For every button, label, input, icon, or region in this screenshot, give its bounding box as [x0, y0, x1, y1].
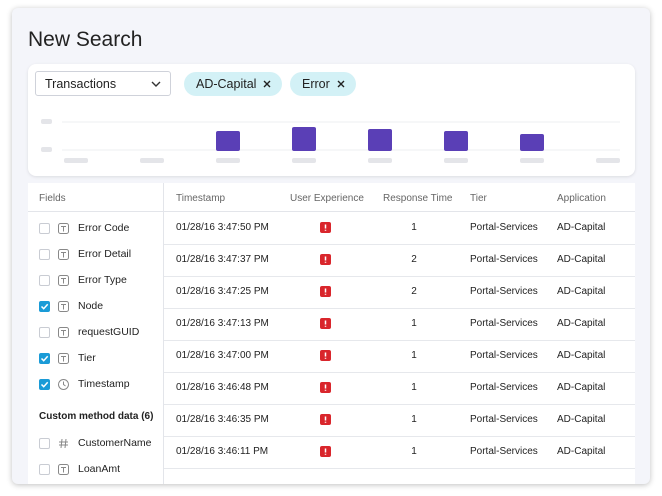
dropdown[interactable]: Transactions [35, 71, 171, 96]
table-cell: Portal-Services [470, 222, 538, 233]
table-cell: Portal-Services [470, 286, 538, 297]
table-cell: 01/28/16 3:46:35 PM [176, 414, 269, 425]
table-cell: 1 [409, 382, 419, 393]
field-label: Tier [78, 352, 96, 364]
column-header: Response Time [383, 193, 452, 204]
field-type-icon [58, 327, 69, 338]
field-label: Node [78, 300, 103, 312]
divider [164, 211, 635, 212]
table-cell: 2 [409, 286, 419, 297]
table-cell: 01/28/16 3:47:13 PM [176, 318, 269, 329]
table-cell: 1 [409, 446, 419, 457]
table-cell: Portal-Services [470, 318, 538, 329]
table-cell: Portal-Services [470, 254, 538, 265]
table-cell: Portal-Services [470, 350, 538, 361]
table-cell: 01/28/16 3:47:50 PM [176, 222, 269, 233]
table-cell: AD-Capital [557, 222, 605, 233]
page-title: New Search [28, 28, 142, 52]
remove-icon[interactable] [263, 80, 271, 88]
row-divider [164, 436, 635, 437]
field-label: CustomerName [78, 437, 152, 449]
error-icon [320, 254, 331, 265]
error-icon [320, 382, 331, 393]
error-icon [320, 286, 331, 297]
table-cell: 1 [409, 318, 419, 329]
row-divider [164, 276, 635, 277]
table-cell: AD-Capital [557, 382, 605, 393]
error-icon [320, 446, 331, 457]
checkbox[interactable] [39, 301, 50, 312]
filter-chip[interactable]: AD-Capital [184, 72, 282, 96]
divider [28, 211, 163, 212]
section-title: Custom method data (6) [39, 411, 153, 422]
column-header: Application [557, 193, 606, 204]
row-divider [164, 244, 635, 245]
chip-label: Error [302, 77, 330, 91]
table-cell: AD-Capital [557, 446, 605, 457]
table-cell: 2 [409, 254, 419, 265]
table-cell: AD-Capital [557, 414, 605, 425]
row-divider [164, 468, 635, 469]
table-cell: AD-Capital [557, 318, 605, 329]
filter-chip[interactable]: Error [290, 72, 356, 96]
checkbox[interactable] [39, 353, 50, 364]
column-header: Timestamp [176, 193, 225, 204]
checkbox[interactable] [39, 438, 50, 449]
field-label: requestGUID [78, 326, 139, 338]
field-type-icon [58, 438, 69, 449]
table-cell: 1 [409, 350, 419, 361]
error-icon [320, 414, 331, 425]
dropdown-label: Transactions [45, 77, 116, 91]
field-type-icon [58, 379, 69, 390]
table-cell: Portal-Services [470, 446, 538, 457]
field-type-icon [58, 249, 69, 260]
row-divider [164, 340, 635, 341]
table-cell: 01/28/16 3:47:37 PM [176, 254, 269, 265]
histogram-skeleton [28, 109, 635, 169]
table-cell: 1 [409, 222, 419, 233]
row-divider [164, 372, 635, 373]
field-type-icon [58, 464, 69, 475]
fields-title: Fields [39, 193, 66, 204]
field-label: Error Code [78, 222, 129, 234]
error-icon [320, 350, 331, 361]
checkbox[interactable] [39, 249, 50, 260]
checkbox[interactable] [39, 275, 50, 286]
field-label: Timestamp [78, 378, 130, 390]
field-type-icon [58, 223, 69, 234]
table-cell: AD-Capital [557, 286, 605, 297]
field-type-icon [58, 275, 69, 286]
chevron-icon [151, 81, 161, 88]
chip-label: AD-Capital [196, 77, 256, 91]
row-divider [164, 404, 635, 405]
field-type-icon [58, 353, 69, 364]
field-label: Error Detail [78, 248, 131, 260]
checkbox[interactable] [39, 379, 50, 390]
table-cell: 01/28/16 3:47:00 PM [176, 350, 269, 361]
checkbox[interactable] [39, 223, 50, 234]
table-cell: 01/28/16 3:46:48 PM [176, 382, 269, 393]
remove-icon[interactable] [337, 80, 345, 88]
checkbox[interactable] [39, 464, 50, 475]
error-icon [320, 318, 331, 329]
table-cell: 01/28/16 3:47:25 PM [176, 286, 269, 297]
table-cell: Portal-Services [470, 382, 538, 393]
results-area: Fields Custom method data (6) Error Code… [28, 183, 635, 484]
table-cell: 01/28/16 3:46:11 PM [176, 446, 268, 457]
column-header: Tier [470, 193, 487, 204]
fields-panel: Fields Custom method data (6) Error Code… [28, 183, 164, 484]
table-cell: AD-Capital [557, 350, 605, 361]
table-cell: Portal-Services [470, 414, 538, 425]
error-icon [320, 222, 331, 233]
checkbox[interactable] [39, 327, 50, 338]
field-type-icon [58, 301, 69, 312]
row-divider [164, 308, 635, 309]
field-label: LoanAmt [78, 463, 120, 475]
search-card: New Search Transactions A [12, 8, 650, 484]
chart-panel: Transactions AD-Capital Error [28, 64, 635, 176]
column-header: User Experience [290, 193, 364, 204]
field-label: Error Type [78, 274, 127, 286]
table-cell: 1 [409, 414, 419, 425]
table-cell: AD-Capital [557, 254, 605, 265]
